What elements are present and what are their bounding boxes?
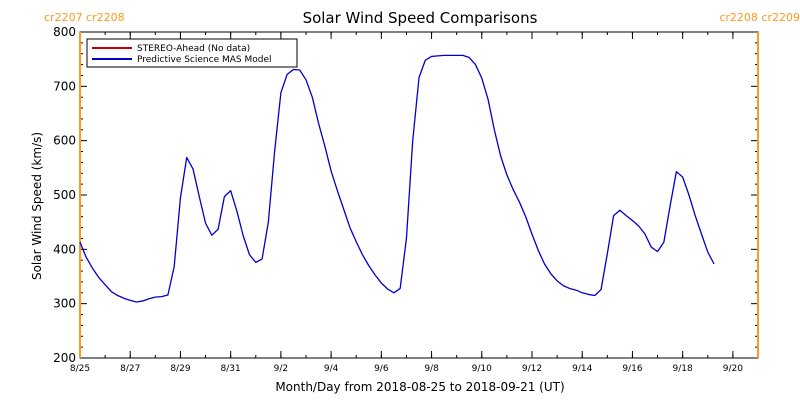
x-tick-label: 9/20 — [723, 364, 743, 374]
x-tick-label: 9/14 — [572, 364, 592, 374]
y-tick-label: 500 — [53, 188, 76, 202]
x-tick-label: 9/2 — [274, 364, 288, 374]
y-tick-label: 400 — [53, 242, 76, 256]
y-tick-label: 300 — [53, 297, 76, 311]
x-tick-label: 9/8 — [424, 364, 439, 374]
x-tick-label: 8/27 — [120, 364, 140, 374]
y-tick-label: 800 — [53, 25, 76, 39]
legend-box — [86, 38, 298, 68]
x-tick-label: 8/25 — [70, 364, 90, 374]
y-tick-label: 200 — [53, 351, 76, 365]
x-axis-label: Month/Day from 2018-08-25 to 2018-09-21 … — [275, 380, 564, 394]
x-tick-label: 8/29 — [170, 364, 190, 374]
carrington-marker-label: cr2207 cr2208 — [44, 11, 125, 24]
x-tick-label: 9/6 — [374, 364, 389, 374]
y-tick-label: 600 — [53, 134, 76, 148]
legend-entry: Predictive Science MAS Model — [137, 55, 272, 65]
carrington-marker-label: cr2208 cr2209 — [719, 11, 800, 24]
series-line-mas-model — [79, 54, 715, 303]
y-tick-label: 700 — [53, 79, 76, 93]
x-tick-label: 9/12 — [522, 364, 542, 374]
x-tick-label: 9/10 — [472, 364, 492, 374]
x-tick-label: 9/16 — [622, 364, 642, 374]
y-axis-label: Solar Wind Speed (km/s) — [30, 132, 44, 280]
legend-entry: STEREO-Ahead (No data) — [137, 44, 250, 54]
x-tick-label: 9/18 — [673, 364, 693, 374]
x-tick-label: 9/4 — [324, 364, 339, 374]
x-tick-label: 8/31 — [221, 364, 241, 374]
plot-area: 200 300 400 500 600 700 800 8/25 8/27 8/29 8/31 9/2… — [44, 11, 800, 374]
chart-title: Solar Wind Speed Comparisons — [303, 9, 538, 27]
